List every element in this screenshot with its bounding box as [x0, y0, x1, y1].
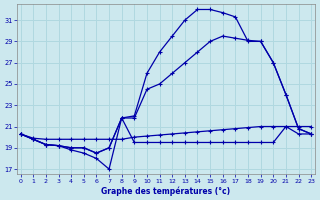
X-axis label: Graphe des températures (°c): Graphe des températures (°c)	[101, 186, 230, 196]
